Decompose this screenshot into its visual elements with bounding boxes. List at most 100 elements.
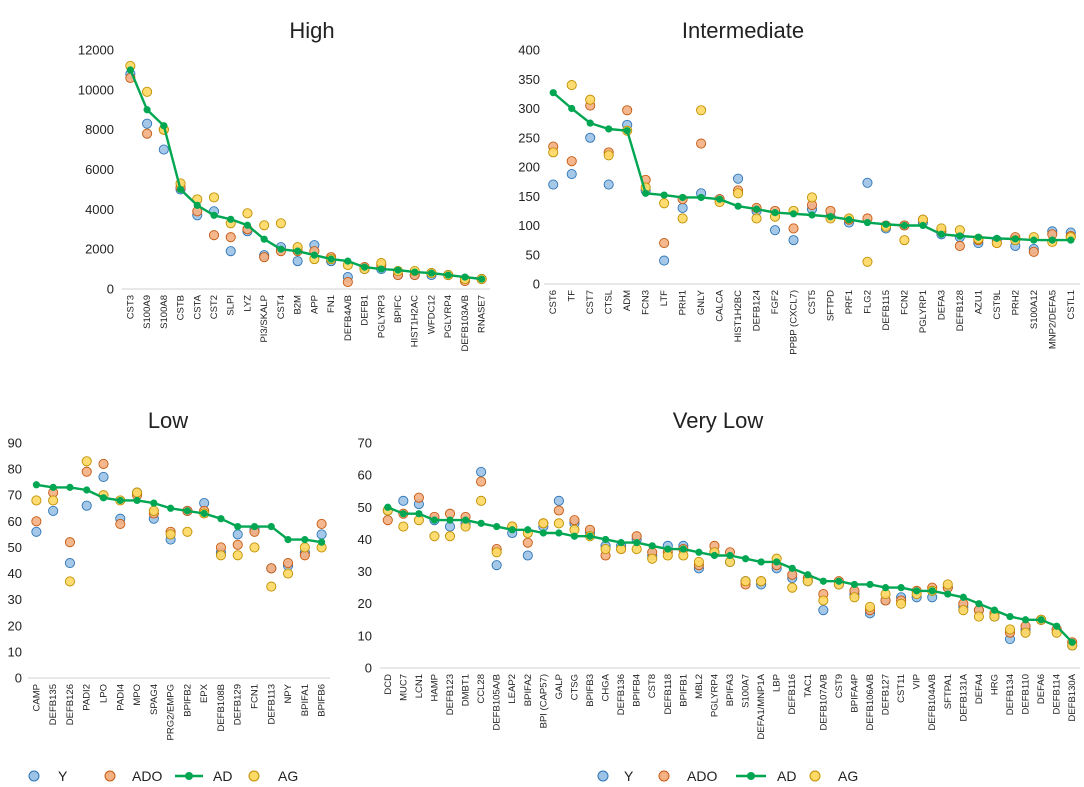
panel-verylow-xtick-label: DEFB127 — [881, 674, 892, 715]
panel-verylow-point-ad — [1006, 612, 1014, 621]
panel-high-xtick-label: APP — [309, 295, 320, 314]
panel-high-xtick-label: CST3 — [125, 295, 136, 319]
panel-verylow-xtick-label: DEFB136 — [616, 674, 627, 715]
panel-intermediate-point-ad — [586, 119, 594, 127]
panel-intermediate-xtick-label: DEFA3 — [936, 290, 947, 320]
panel-verylow-point-ad — [477, 519, 485, 527]
panel-verylow-point-ag — [476, 495, 487, 506]
panel-high-xtick-label: S100A9 — [142, 295, 153, 329]
panel-verylow-xtick-label: DEFB105A/B — [492, 674, 503, 731]
panel-intermediate-point-ag — [862, 256, 873, 267]
panel-high-point-ad — [176, 185, 185, 194]
panel-intermediate-xtick-label: CST6 — [548, 290, 559, 314]
panel-intermediate-point-ad — [993, 234, 1001, 242]
panel-high-point-ad — [193, 201, 201, 209]
panel-high-point-ado — [259, 252, 270, 263]
panel-high-point-ad — [277, 245, 285, 253]
panel-verylow-xtick-label: BPI (CAP57) — [538, 674, 549, 728]
panel-intermediate-ytick-label: 300 — [518, 101, 540, 116]
panel-verylow-point-ad — [586, 532, 594, 540]
panel-intermediate-xtick-label: S100A12 — [1029, 290, 1040, 329]
panel-low-xtick-label: BPIFA1 — [300, 684, 311, 716]
panel-intermediate-point-ad — [697, 193, 705, 202]
panel-verylow-xtick-label: DCD — [383, 674, 394, 695]
panel-intermediate-point-ad — [882, 220, 890, 228]
panel-verylow-ytick-label: 0 — [365, 661, 372, 676]
panel-verylow-xtick-label: S100A7 — [741, 674, 752, 708]
panel-verylow-xtick-label: DEFB114 — [1052, 674, 1063, 714]
legend-right-ag-label: AG — [838, 768, 858, 784]
panel-verylow-point-y — [398, 495, 409, 506]
panel-verylow-point-ad — [788, 564, 796, 572]
panel-intermediate-point-ad — [937, 230, 945, 238]
panel-low-ytick-label: 80 — [8, 462, 22, 477]
legend-left: Y ADO AD AG — [28, 768, 298, 784]
panel-intermediate-xtick-label: DEFB124 — [752, 290, 763, 331]
panel-intermediate-xtick-label: PPBP (CXCL7) — [789, 290, 800, 355]
panel-verylow-xtick-label: LCN1 — [414, 674, 425, 698]
panel-verylow-point-ad — [633, 539, 641, 547]
panel-low-ytick-label: 50 — [8, 540, 22, 555]
panel-high-point-ad — [478, 275, 486, 283]
panel-intermediate-xtick-label: ADM — [622, 290, 633, 311]
panel-low-point-ag — [132, 487, 143, 498]
panel-high-xtick-label: PGLYRP4 — [443, 295, 454, 338]
panel-verylow-point-ado — [413, 492, 424, 503]
panel-high-point-ag — [142, 86, 153, 97]
panel-verylow-point-ad — [866, 580, 874, 589]
panel-high-xtick-label: CST4 — [276, 295, 287, 319]
panel-low-ytick-label: 60 — [8, 514, 22, 529]
panel-low-xtick-label: FCN1 — [250, 684, 261, 709]
panel-low-point-ad — [200, 509, 208, 518]
panel-low-point-ad — [301, 536, 309, 544]
panel-high-point-ado — [225, 232, 236, 243]
panel-intermediate-xtick-label: FCN2 — [899, 290, 910, 315]
panel-intermediate-xtick-label: PGLYRP1 — [918, 290, 929, 333]
panel-intermediate-xtick-label: DEFB128 — [955, 290, 966, 331]
panel-low-xtick-label: DEFB108B — [216, 684, 227, 732]
panel-low-xtick-label: MPO — [132, 684, 143, 706]
panel-verylow-xtick-label: CTSG — [569, 674, 580, 700]
panel-high: High 0 2000 4000 6000 8000 10000 12000 CST3 S100A… — [78, 18, 490, 351]
panel-low-point-ado — [283, 558, 294, 569]
panel-verylow-xtick-label: LBP — [772, 674, 783, 692]
panel-high-point-ad — [444, 271, 452, 279]
panel-verylow-point-ag — [818, 595, 829, 606]
panel-intermediate-point-y — [566, 168, 577, 180]
legend-right-y-marker — [597, 770, 609, 782]
panel-high-point-ad — [461, 273, 469, 281]
legend-left-ad-marker — [185, 772, 193, 780]
panel-verylow-point-ad — [881, 584, 890, 592]
panel-high-series-ad-line — [129, 69, 482, 281]
panel-high-point-ad — [243, 221, 252, 229]
panel-high-xtick-label: S100A8 — [159, 295, 170, 329]
panel-intermediate-point-ado — [696, 138, 707, 149]
panel-high-point-ad — [310, 251, 318, 259]
panel-low-point-ad — [116, 496, 124, 505]
legend-left-y-label: Y — [58, 768, 68, 784]
panel-intermediate-xtick-label: DEFB115 — [881, 290, 892, 330]
panel-high-point-ad — [394, 266, 402, 274]
panel-verylow-xtick-label: LEAP2 — [507, 674, 518, 704]
panel-verylow-ytick-label: 10 — [358, 628, 372, 643]
panel-intermediate-ytick-label: 250 — [518, 130, 540, 145]
panel-verylow-point-ag — [693, 556, 704, 567]
panel-low-point-ad — [133, 496, 141, 505]
panel-intermediate-point-ag — [566, 80, 577, 91]
panel-high-point-ag — [275, 218, 286, 229]
panel-verylow-point-y — [476, 466, 487, 477]
panel-low-point-ag — [48, 495, 59, 506]
panel-intermediate-point-ad — [660, 191, 668, 199]
panel-high-point-y — [225, 246, 236, 257]
panel-low-ytick-label: 10 — [8, 644, 22, 659]
panel-verylow-xtick-label: VIP — [912, 674, 923, 689]
panel-low-point-ad — [183, 507, 191, 515]
panel-verylow-xtick-label: CHGA — [601, 673, 612, 701]
panel-intermediate-xtick-label: CST7 — [585, 290, 596, 314]
panel-verylow-xtick-label: MUC7 — [398, 674, 409, 701]
panel-verylow-point-ad — [461, 516, 470, 524]
panel-low-point-y — [64, 558, 75, 569]
panel-verylow-point-ag — [896, 598, 907, 609]
panel-verylow-point-ad — [508, 526, 516, 534]
